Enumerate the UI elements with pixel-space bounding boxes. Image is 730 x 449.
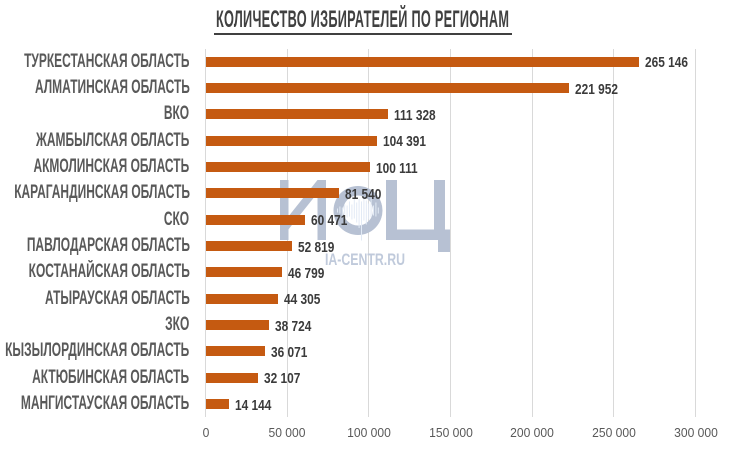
svg-text:IA-CENTR.RU: IA-CENTR.RU (325, 250, 405, 269)
